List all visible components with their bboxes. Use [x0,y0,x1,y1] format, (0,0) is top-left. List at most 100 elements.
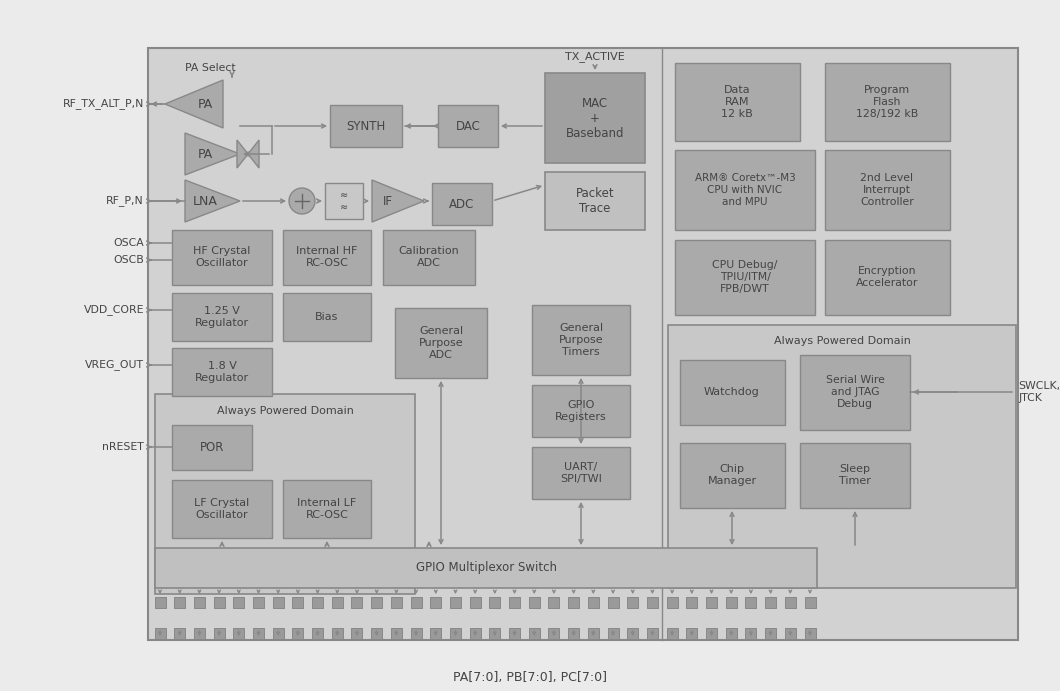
Bar [155,628,165,639]
Bar [148,48,1018,640]
Bar [667,597,677,608]
Bar [706,628,717,639]
Bar [490,597,500,608]
Bar [509,597,520,608]
Bar [588,597,599,608]
Text: Watchdog: Watchdog [704,387,760,397]
Bar [155,548,817,588]
Polygon shape [186,180,240,222]
Text: General
Purpose
ADC: General Purpose ADC [419,326,463,359]
Text: Sleep
Timer: Sleep Timer [840,464,871,486]
Bar [588,628,599,639]
Bar [532,305,630,375]
Bar [726,628,737,639]
Bar [628,628,638,639]
Bar [233,597,244,608]
Text: DAC: DAC [456,120,480,133]
Polygon shape [186,133,240,175]
Bar [800,355,909,430]
Bar [172,293,272,341]
Bar [174,597,185,608]
Bar [668,325,1015,588]
Text: Program
Flash
128/192 kB: Program Flash 128/192 kB [855,86,918,119]
Bar [391,597,402,608]
Text: RF_TX_ALT_P,N: RF_TX_ALT_P,N [63,99,144,109]
Text: OSCB: OSCB [113,255,144,265]
Bar [681,443,785,508]
Bar [470,628,480,639]
Bar [312,597,323,608]
Bar [726,597,737,608]
Bar [667,628,677,639]
Bar [172,480,272,538]
Bar [283,480,371,538]
Text: Bias: Bias [315,312,339,322]
Text: PA Select: PA Select [184,63,235,73]
Bar [352,597,363,608]
Text: Always Powered Domain: Always Powered Domain [216,406,353,416]
Bar [430,597,441,608]
Bar [490,628,500,639]
Bar [805,597,815,608]
Bar [172,425,252,470]
Bar [272,597,284,608]
Bar [529,597,540,608]
Text: ADC: ADC [449,198,475,211]
Bar [647,597,658,608]
Bar [174,628,185,639]
Text: ≈
≈: ≈ ≈ [340,190,348,212]
Bar [253,597,264,608]
Bar [628,597,638,608]
Bar [706,597,717,608]
Bar [430,628,441,639]
Text: LF Crystal
Oscillator: LF Crystal Oscillator [194,498,249,520]
Text: IF: IF [383,194,393,207]
Bar [410,597,422,608]
Bar [825,63,950,141]
Bar [194,628,205,639]
Bar [293,597,303,608]
Text: Internal HF
RC-OSC: Internal HF RC-OSC [297,246,357,268]
Text: 1.8 V
Regulator: 1.8 V Regulator [195,361,249,383]
Bar [686,597,697,608]
Bar [509,628,520,639]
Bar [529,628,540,639]
Bar [607,597,619,608]
Bar [800,443,909,508]
Bar [214,597,225,608]
Bar [371,597,383,608]
Text: LNA: LNA [193,194,217,207]
Text: TX_ACTIVE: TX_ACTIVE [565,52,625,62]
Text: GPIO
Registers: GPIO Registers [555,400,607,422]
Text: General
Purpose
Timers: General Purpose Timers [559,323,603,357]
Bar [765,597,776,608]
Bar [332,597,342,608]
Polygon shape [237,140,259,168]
Text: OSCA: OSCA [113,238,144,248]
Bar [805,628,815,639]
Text: Data
RAM
12 kB: Data RAM 12 kB [721,86,753,119]
Text: POR: POR [200,440,224,453]
Text: Calibration
ADC: Calibration ADC [399,246,459,268]
Text: RF_P,N: RF_P,N [106,196,144,207]
Bar [194,597,205,608]
Bar [330,105,402,147]
Text: Always Powered Domain: Always Powered Domain [774,336,911,346]
Text: GPIO Multiplexor Switch: GPIO Multiplexor Switch [416,562,556,574]
Bar [470,597,480,608]
Text: SYNTH: SYNTH [347,120,386,133]
Bar [214,628,225,639]
Bar [155,597,165,608]
Circle shape [289,188,315,214]
Bar [784,628,796,639]
Bar [432,183,492,225]
Bar [253,628,264,639]
Bar [371,628,383,639]
Bar [568,628,579,639]
Bar [233,628,244,639]
Bar [332,628,342,639]
Bar [607,628,619,639]
Bar [391,628,402,639]
Text: Encryption
Accelerator: Encryption Accelerator [855,266,918,287]
Polygon shape [165,80,223,128]
